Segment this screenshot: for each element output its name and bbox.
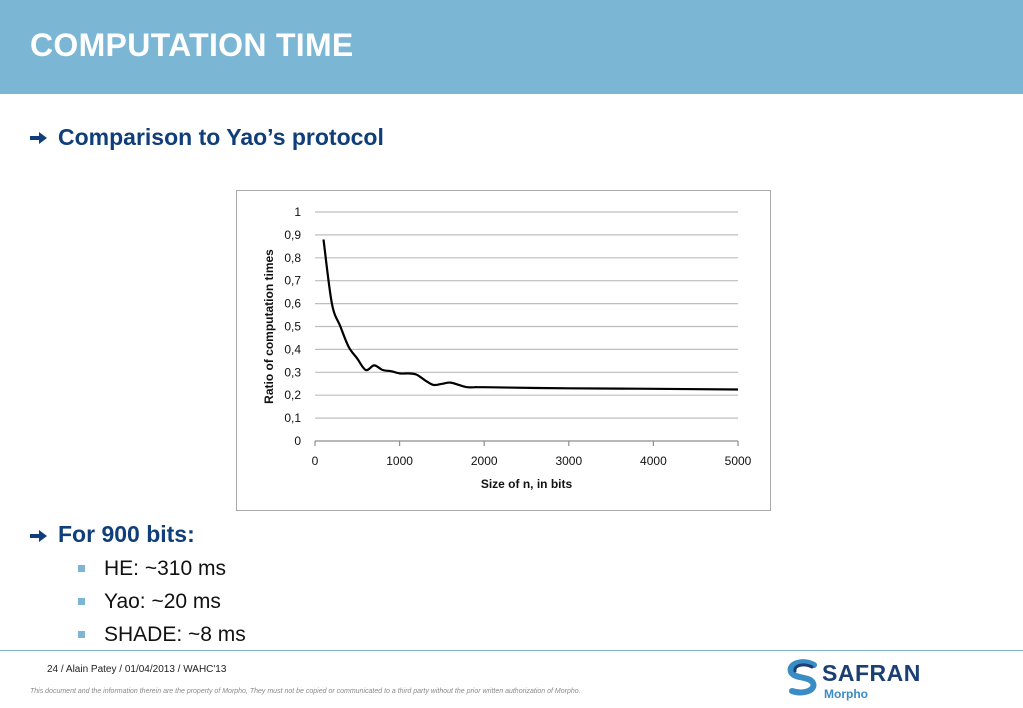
y-tick-label: 0 bbox=[294, 434, 301, 448]
y-axis-label: Ratio of computation times bbox=[262, 249, 276, 404]
x-tick-label: 4000 bbox=[640, 454, 667, 468]
x-tick-label: 0 bbox=[312, 454, 319, 468]
y-tick-label: 1 bbox=[294, 205, 301, 219]
section-heading-900-bits: For 900 bits: bbox=[58, 521, 195, 547]
x-tick-label: 5000 bbox=[725, 454, 752, 468]
square-bullet-icon bbox=[78, 598, 85, 605]
series-line bbox=[322, 239, 739, 391]
square-bullet-icon bbox=[78, 631, 85, 638]
bullet-item-shade: SHADE: ~8 ms bbox=[78, 622, 246, 655]
logo-subtitle: Morpho bbox=[824, 687, 868, 701]
y-tick-label: 0,9 bbox=[284, 228, 301, 242]
square-bullet-icon bbox=[78, 565, 85, 572]
safran-swoosh-icon bbox=[787, 659, 817, 696]
y-tick-label: 0,2 bbox=[284, 388, 301, 402]
x-tick-label: 2000 bbox=[471, 454, 498, 468]
y-tick-label: 0,3 bbox=[284, 365, 301, 379]
header-bar: COMPUTATION TIME bbox=[0, 0, 1023, 94]
y-tick-label: 0,4 bbox=[284, 342, 301, 356]
y-tick-label: 0,8 bbox=[284, 251, 301, 265]
bullet-item-he: HE: ~310 ms bbox=[78, 556, 246, 589]
line-chart: 0 0,1 0,2 0,3 0,4 0,5 0,6 0,7 0,8 0,9 1 0 1000 2000 3… bbox=[236, 190, 771, 511]
logo-wordmark: SAFRAN bbox=[822, 660, 921, 686]
safran-logo: SAFRAN Morpho bbox=[786, 659, 936, 703]
disclaimer-text: This document and the information therei… bbox=[30, 688, 581, 695]
arrow-right-icon bbox=[30, 132, 47, 144]
footer-text: 24 / Alain Patey / 01/04/2013 / WAHC'13 bbox=[47, 664, 227, 675]
footer-divider bbox=[0, 650, 1023, 651]
x-tick-label: 1000 bbox=[386, 454, 413, 468]
bullet-text: SHADE: ~8 ms bbox=[104, 623, 246, 646]
bullet-text: Yao: ~20 ms bbox=[104, 590, 221, 613]
chart-svg: 0 0,1 0,2 0,3 0,4 0,5 0,6 0,7 0,8 0,9 1 0 1000 2000 3… bbox=[262, 205, 752, 491]
bullet-text: HE: ~310 ms bbox=[104, 557, 226, 580]
y-tick-label: 0,1 bbox=[284, 411, 301, 425]
section-heading-comparison: Comparison to Yao’s protocol bbox=[58, 124, 384, 150]
x-axis-label: Size of n, in bits bbox=[481, 477, 573, 491]
bullet-item-yao: Yao: ~20 ms bbox=[78, 589, 246, 622]
y-tick-label: 0,6 bbox=[284, 297, 301, 311]
arrow-right-icon bbox=[30, 530, 47, 542]
x-tick-label: 3000 bbox=[555, 454, 582, 468]
y-tick-label: 0,7 bbox=[284, 274, 301, 288]
y-tick-label: 0,5 bbox=[284, 320, 301, 334]
page-title: COMPUTATION TIME bbox=[30, 27, 354, 63]
bullet-list: HE: ~310 ms Yao: ~20 ms SHADE: ~8 ms bbox=[78, 556, 246, 655]
